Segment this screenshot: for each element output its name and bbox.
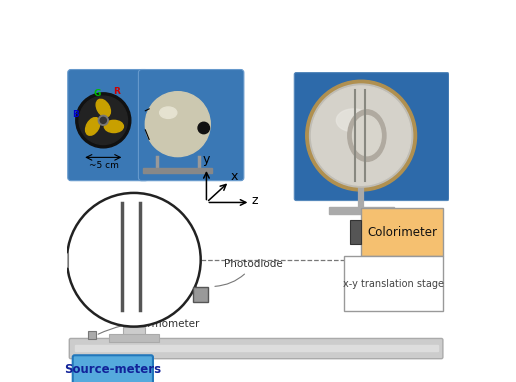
FancyBboxPatch shape (138, 70, 244, 181)
Bar (361, 208, 443, 256)
Text: Colorimeter: Colorimeter (367, 225, 437, 239)
Text: R: R (113, 87, 120, 96)
Ellipse shape (96, 99, 110, 117)
Text: Source-meters: Source-meters (64, 363, 162, 376)
Ellipse shape (104, 120, 123, 133)
FancyBboxPatch shape (69, 338, 443, 359)
Circle shape (310, 84, 413, 187)
Ellipse shape (348, 110, 386, 161)
Text: Photodiode: Photodiode (215, 259, 282, 286)
Bar (48, 253, 68, 267)
Circle shape (79, 96, 127, 144)
Circle shape (100, 117, 106, 123)
FancyBboxPatch shape (68, 70, 149, 181)
FancyBboxPatch shape (73, 355, 153, 382)
Bar (109, 334, 159, 342)
Text: x: x (231, 170, 238, 183)
Text: B: B (72, 110, 79, 118)
Circle shape (67, 193, 201, 327)
Text: Thermometer: Thermometer (98, 319, 200, 334)
Ellipse shape (86, 118, 100, 135)
Bar (143, 168, 212, 173)
Bar (350, 220, 361, 244)
Text: x-y translation stage: x-y translation stage (343, 278, 444, 289)
Bar (329, 207, 394, 214)
Bar (344, 256, 443, 311)
Ellipse shape (352, 115, 381, 156)
Ellipse shape (159, 107, 177, 118)
Circle shape (306, 80, 416, 191)
Text: z: z (251, 194, 258, 207)
Ellipse shape (312, 86, 411, 185)
FancyBboxPatch shape (294, 73, 449, 201)
Bar (75, 345, 438, 351)
Bar (193, 286, 208, 302)
Bar (42, 241, 49, 279)
Text: ~5 cm: ~5 cm (89, 161, 119, 170)
Bar (88, 331, 96, 339)
Circle shape (198, 122, 209, 134)
Circle shape (146, 92, 210, 157)
Text: y: y (203, 153, 210, 166)
Bar (123, 327, 144, 340)
Ellipse shape (336, 109, 370, 132)
Circle shape (76, 93, 131, 148)
Text: G: G (94, 89, 101, 97)
Circle shape (99, 115, 108, 125)
